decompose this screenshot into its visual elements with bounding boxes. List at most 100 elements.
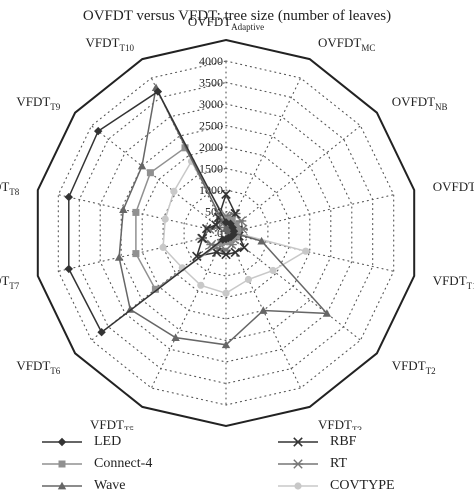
grid-ring [183,189,269,277]
outer-frame [36,38,416,428]
data-point [244,275,252,284]
legend-swatch [42,437,82,447]
legend-marker [293,437,303,447]
grid-spoke [225,194,395,234]
data-point [197,233,208,244]
series-led [64,87,239,337]
legend-swatch [278,482,318,490]
data-point [230,247,241,258]
grid-ring [57,60,395,406]
axis-label: OVFDTAdaptive [188,14,264,32]
grid-ring [78,81,374,385]
legend-item-connect-4: Connect-4 [40,454,152,474]
legend-label: Wave [94,478,126,493]
data-point [64,264,73,274]
axis-label: VFDTT3 [318,417,362,430]
data-point [170,187,178,195]
legend-label: RBF [330,434,357,449]
legend: LED Connect-4 Wave RBF RT COVTYPE [40,432,460,500]
data-point [64,192,73,202]
legend-swatch [42,481,82,490]
tick-label: 1500 [199,162,223,176]
grid-spoke [150,232,227,389]
data-point [151,285,159,293]
tick-label: 2000 [199,140,223,154]
data-point [119,205,128,213]
data-point [232,221,240,229]
data-point [322,309,332,317]
tick-label: 2500 [199,119,223,133]
data-point [239,242,249,253]
legend-swatch [278,459,318,469]
data-point [192,251,202,262]
data-point [218,235,227,244]
data-point [211,247,222,258]
tick-label: 4000 [199,54,223,68]
legend-item-led: LED [40,432,121,452]
axis-label: VFDTT10 [86,35,135,53]
data-point [159,243,167,251]
grid-spoke [57,194,227,234]
grid-spoke [57,232,227,272]
legend-marker [57,437,67,447]
legend-item-wave: Wave [40,476,126,496]
data-point [126,305,135,313]
data-point [234,226,242,234]
chart-title: OVFDT versus VFDT: tree size (number of … [82,8,392,24]
data-point [302,247,310,255]
legend-label: LED [94,434,122,449]
legend-swatch [42,460,82,468]
data-point [132,208,140,216]
legend-label: COVTYPE [330,478,395,493]
data-point [228,216,236,224]
grid-ring [99,103,353,363]
data-point [230,208,241,219]
legend-marker [294,482,302,490]
data-point [211,220,221,230]
data-point [269,266,277,275]
legend-swatch [278,437,318,447]
data-point [161,215,169,223]
data-point [221,249,231,260]
data-point [153,87,163,96]
legend-marker [292,459,304,469]
data-point [221,340,231,349]
data-point [257,236,266,245]
axis-label: VFDTT8 [0,179,20,197]
radar-chart: 05001000150020002500300035004000OVFDTAda… [0,14,474,430]
grid-ring [120,124,332,342]
data-point [201,223,212,234]
grid-spoke [225,232,362,341]
legend-label: Connect-4 [94,456,153,471]
data-point [217,239,225,247]
axis-label: VFDTT2 [392,358,436,376]
legend-label: RT [330,456,348,471]
axis-label: VFDTT6 [16,358,60,376]
data-point [221,189,231,200]
grid-spoke [225,232,395,272]
legend-item-rbf: RBF [276,432,356,452]
grid-spoke [225,77,302,234]
data-point [197,281,205,289]
tick-label: 0 [217,226,223,240]
data-point [114,253,124,261]
grid-ring [141,146,311,320]
legend-item-rt: RT [276,454,347,474]
grid-spoke [90,125,227,234]
grid-spoke [225,125,362,234]
legend-marker [58,460,66,468]
data-point [146,169,154,177]
data-point [259,306,268,314]
axis-label: OVFDTMC [318,35,375,53]
legend-marker [57,481,67,490]
axis-label: OVFDTNB [392,94,448,112]
axis-label: VFDTT7 [0,273,20,291]
axis-label: VFDTT1 [433,273,474,291]
axis-label: OVFDTWNB [433,179,474,197]
data-point [94,126,103,136]
axis-label: VFDTT5 [90,417,134,430]
legend-item-covtype: COVTYPE [276,476,395,496]
data-point [137,161,147,170]
data-point [171,333,180,341]
data-point [97,328,106,337]
